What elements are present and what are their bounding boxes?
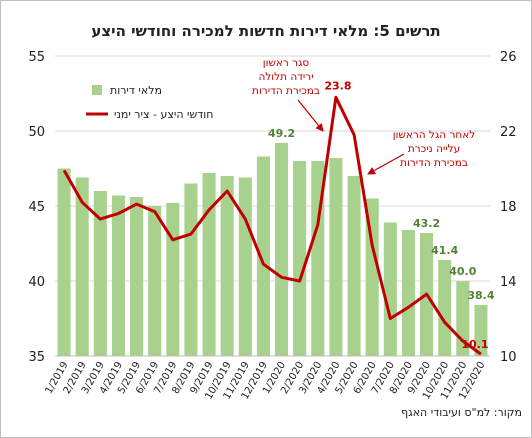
- bar-data-label: 40.0: [449, 265, 476, 278]
- annotation-line: לאחר הגל הראשון: [393, 129, 476, 141]
- legend: מלאי דירות חודשי היצע - ציר ימני: [86, 84, 213, 121]
- bar: [130, 197, 144, 356]
- bar: [238, 177, 252, 356]
- bar: [438, 260, 452, 356]
- y-right-tick-label: 10: [500, 350, 517, 365]
- annotation-arrow: [297, 99, 324, 132]
- y-left-tick-label: 55: [28, 50, 45, 65]
- legend-bar-swatch: [92, 85, 102, 95]
- bar-data-label: 38.4: [467, 289, 494, 302]
- bar-data-label: 49.2: [268, 127, 295, 140]
- line-data-label: 10.1: [461, 338, 488, 351]
- labels-layer: 49.2 43.2 41.4 40.0 38.4 23.8 10.1: [268, 79, 495, 351]
- bar: [75, 177, 89, 356]
- bar: [383, 222, 397, 356]
- y-left-tick-label: 50: [28, 125, 45, 140]
- y-left-tick-label: 40: [28, 275, 45, 290]
- bar: [148, 206, 162, 356]
- bar: [401, 230, 415, 356]
- legend-bar-label: מלאי דירות: [110, 84, 162, 97]
- y-right-tick-label: 18: [500, 200, 517, 215]
- annotation-after-first-wave: לאחר הגל הראשון עלייה ניכרת במכירת הדירו…: [367, 129, 476, 175]
- bar: [347, 176, 361, 356]
- annotation-first-lockdown: סגר ראשון ירידה תלולה במכירת הדירות: [252, 57, 324, 132]
- bar: [365, 198, 379, 356]
- y-right-tick-label: 14: [500, 275, 517, 290]
- annotation-line: במכירת הדירות: [252, 85, 320, 97]
- bar: [184, 183, 198, 356]
- bar: [111, 195, 125, 356]
- line-layer: [62, 95, 482, 356]
- bar: [166, 203, 180, 356]
- bar: [256, 156, 270, 356]
- line-data-label: 23.8: [324, 79, 351, 92]
- annotation-arrow: [367, 153, 405, 175]
- source-note: מקור: למ"ס ועיבודי האגף: [401, 406, 522, 419]
- annotation-line: במכירת הדירות: [400, 157, 468, 169]
- y-right-tick-label: 22: [500, 125, 517, 140]
- bar: [474, 305, 488, 356]
- y-left-tick-label: 45: [28, 200, 45, 215]
- bar-data-label: 43.2: [413, 217, 440, 230]
- bar-data-label: 41.4: [431, 244, 458, 257]
- annotation-line: סגר ראשון: [263, 57, 310, 69]
- bar: [93, 191, 107, 356]
- annotation-line: ירידה תלולה: [258, 71, 313, 83]
- legend-line-label: חודשי היצע - ציר ימני: [114, 108, 213, 121]
- y-left-tick-label: 35: [28, 350, 45, 365]
- bar: [202, 173, 216, 356]
- supply-months-line: [62, 95, 482, 356]
- bars-layer: [57, 143, 488, 356]
- bar: [275, 143, 289, 356]
- annotation-line: עלייה ניכרת: [408, 143, 460, 155]
- y-right-tick-label: 26: [500, 50, 517, 65]
- bar: [57, 168, 71, 356]
- bar: [329, 158, 343, 356]
- chart-title: תרשים 5: מלאי דירות חדשות למכירה וחודשי …: [91, 22, 441, 40]
- bar: [293, 161, 307, 356]
- bar: [220, 176, 234, 356]
